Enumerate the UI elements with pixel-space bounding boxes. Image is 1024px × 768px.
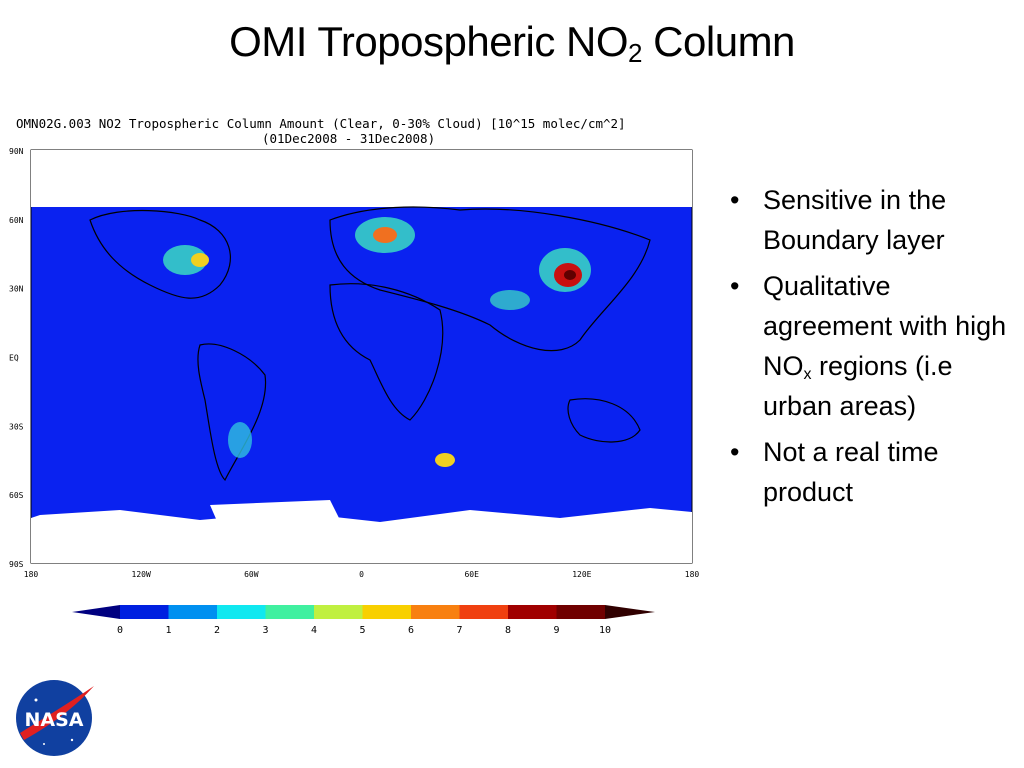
map-background <box>30 149 693 564</box>
title-text: OMI Tropospheric NO <box>229 18 629 65</box>
lon-label: 120W <box>132 570 151 579</box>
lat-label: 60S <box>9 491 24 500</box>
no-data-region <box>210 500 340 528</box>
bullet-text: Not a real time product <box>763 437 939 507</box>
bullet-subscript: x <box>803 366 812 383</box>
lat-axis: 90N 60N 30N EQ 30S 60S 90S <box>9 147 24 569</box>
bullet-text: Qualitative agreement with high NO <box>763 271 1007 381</box>
lat-label: 30S <box>9 422 24 431</box>
lon-label: 60W <box>244 570 259 579</box>
title-suffix: Column <box>642 18 795 65</box>
map-header: OMN02G.003 NO2 Tropospheric Column Amoun… <box>16 116 626 131</box>
lat-label: 30N <box>9 285 24 294</box>
colorbar-tick-label: 0 <box>117 625 123 636</box>
colorbar-tick-label: 10 <box>599 625 611 636</box>
colorbar-tick-label: 8 <box>505 625 511 636</box>
colorbar-tick-label: 4 <box>311 625 317 636</box>
colorbar-tick-label: 6 <box>408 625 414 636</box>
bullet-list: Sensitive in the Boundary layer Qualitat… <box>728 180 1008 518</box>
no-data-region <box>31 508 692 563</box>
colorbar-tick-label: 1 <box>165 625 171 636</box>
no-data-region <box>31 150 692 207</box>
colorbar: 0 1 2 3 4 5 6 7 8 9 10 <box>72 605 655 636</box>
bullet-text: Sensitive in the Boundary layer <box>763 185 947 255</box>
coastlines <box>89 206 651 482</box>
bullet: Sensitive in the Boundary layer <box>728 180 1008 260</box>
lon-label: 180 <box>24 570 39 579</box>
bullet: Not a real time product <box>728 432 1008 512</box>
map-header: (01Dec2008 - 31Dec2008) <box>262 131 435 146</box>
lat-label: EQ <box>9 354 19 363</box>
colorbar-tick-label: 2 <box>214 625 220 636</box>
high-no2-regions <box>163 217 591 467</box>
colorbar-tick-label: 7 <box>456 625 462 636</box>
colorbar-tick-label: 5 <box>359 625 365 636</box>
slide-title: OMI Tropospheric NO2 Column <box>0 18 1024 69</box>
colorbar-tick-label: 3 <box>262 625 268 636</box>
lat-label: 90S <box>9 560 24 569</box>
lat-label: 60N <box>9 216 24 225</box>
bullet-text: regions (i.e urban areas) <box>763 351 953 421</box>
logo-text: NASA <box>25 709 84 731</box>
lon-label: 0 <box>359 570 364 579</box>
colorbar-tick-label: 9 <box>553 625 559 636</box>
bullet: Qualitative agreement with high NOx regi… <box>728 266 1008 426</box>
map-figure: OMN02G.003 NO2 Tropospheric Column Amoun… <box>9 116 700 636</box>
lon-label: 120E <box>572 570 591 579</box>
lon-label: 180 <box>685 570 700 579</box>
lon-axis: 180 120W 60W 0 60E 120E 180 <box>24 570 700 579</box>
lat-label: 90N <box>9 147 24 156</box>
nasa-logo: NASA <box>16 680 94 756</box>
map-plot <box>30 149 693 564</box>
lon-label: 60E <box>464 570 479 579</box>
title-subscript: 2 <box>628 38 643 68</box>
